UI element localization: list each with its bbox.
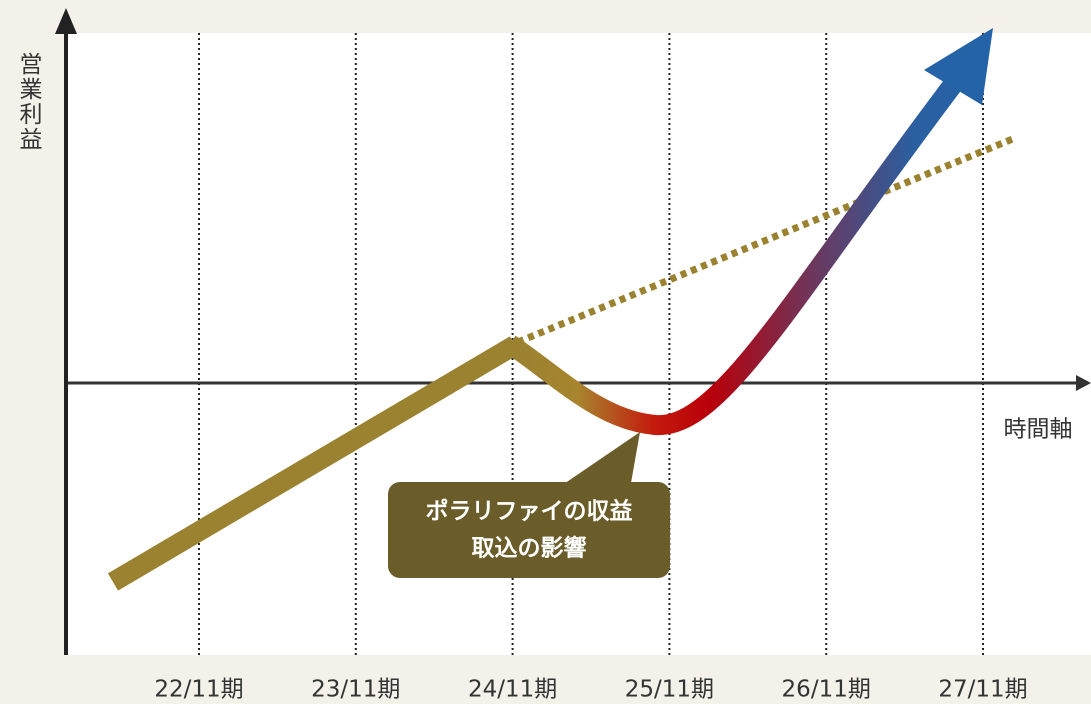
trend-line <box>516 134 1017 346</box>
category-label: 25/11期 <box>625 677 714 703</box>
curve-arrowhead <box>924 28 993 105</box>
category-label: 22/11期 <box>154 677 243 703</box>
category-label: 27/11期 <box>938 677 1027 703</box>
callout-line: ポラリファイの収益 <box>426 498 633 525</box>
time-axis-arrow <box>1076 375 1091 391</box>
category-label: 26/11期 <box>782 677 871 703</box>
y-axis-label: 営業利益 <box>15 52 43 152</box>
y-axis-arrow <box>55 8 77 34</box>
callout-line: 取込の影響 <box>472 535 587 562</box>
x-axis-label: 時間軸 <box>1004 417 1073 443</box>
growth-line <box>107 336 521 591</box>
category-label: 23/11期 <box>311 677 400 703</box>
recovery-curve <box>504 75 963 436</box>
callout-box <box>388 482 670 578</box>
category-label: 24/11期 <box>468 677 557 703</box>
